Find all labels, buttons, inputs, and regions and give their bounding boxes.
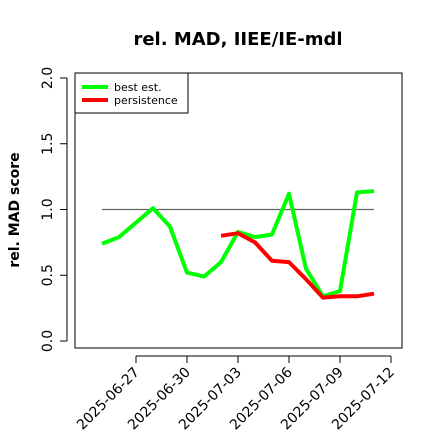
y-tick-label: 0.0 — [40, 330, 56, 352]
y-tick-label: 1.5 — [40, 133, 56, 155]
y-axis: 0.0 0.5 1.0 1.5 2.0 — [40, 67, 68, 352]
y-tick-label: 0.5 — [40, 264, 56, 286]
plot-frame — [74, 72, 403, 349]
y-tick-label: 2.0 — [40, 67, 56, 89]
chart-title: rel. MAD, IIEE/IE-mdl — [133, 29, 342, 50]
x-axis: 2025-06-272025-06-302025-07-032025-07-06… — [74, 355, 398, 433]
series-line-1 — [220, 231, 375, 300]
y-tick-label: 1.0 — [40, 198, 56, 220]
legend-label-1: persistence — [114, 94, 178, 107]
series-group — [101, 189, 375, 300]
y-axis-label: rel. MAD score — [7, 152, 23, 267]
legend-label-0: best est. — [114, 81, 162, 94]
series-line-0 — [101, 189, 375, 299]
legend: best est.persistence — [74, 72, 189, 114]
legend-box — [74, 72, 189, 114]
